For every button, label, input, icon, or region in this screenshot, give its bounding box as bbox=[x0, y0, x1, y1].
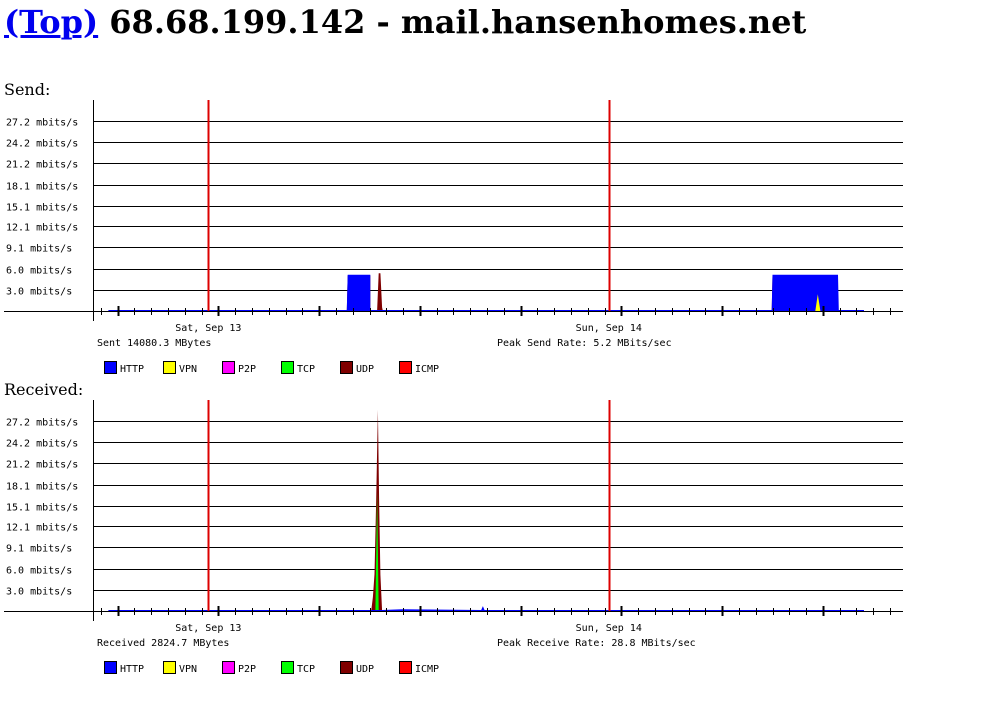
legend-swatch-vpn bbox=[163, 361, 176, 374]
legend-swatch-udp bbox=[340, 661, 353, 674]
legend-label-http: HTTP bbox=[120, 664, 144, 675]
series-udp-area bbox=[346, 273, 838, 311]
legend-swatch-icmp bbox=[399, 361, 412, 374]
y-tick-label: 18.1 mbits/s bbox=[6, 482, 78, 493]
legend-swatch-vpn bbox=[163, 661, 176, 674]
legend-label-tcp: TCP bbox=[297, 364, 315, 375]
legend-label-vpn: VPN bbox=[179, 664, 197, 675]
host-title: 68.68.199.142 - mail.hansenhomes.net bbox=[109, 3, 807, 41]
y-tick-label: 9.1 mbits/s bbox=[6, 244, 72, 255]
y-tick-label: 15.1 mbits/s bbox=[6, 503, 78, 514]
legend-label-udp: UDP bbox=[356, 664, 374, 675]
series-tcp-area bbox=[375, 492, 379, 611]
y-tick-label: 12.1 mbits/s bbox=[6, 523, 78, 534]
legend-swatch-http bbox=[104, 661, 117, 674]
legend-swatch-icmp bbox=[399, 661, 412, 674]
page-heading: (Top) 68.68.199.142 - mail.hansenhomes.n… bbox=[4, 2, 806, 42]
series-http-area bbox=[108, 274, 864, 311]
total-bytes-text: Sent 14080.3 MBytes bbox=[97, 338, 211, 349]
peak-rate-text: Peak Receive Rate: 28.8 MBits/sec bbox=[497, 638, 696, 649]
y-tick-label: 6.0 mbits/s bbox=[6, 266, 72, 277]
x-day-label: Sun, Sep 14 bbox=[576, 323, 642, 334]
legend-label-vpn: VPN bbox=[179, 364, 197, 375]
y-tick-label: 27.2 mbits/s bbox=[6, 418, 78, 429]
legend-label-icmp: ICMP bbox=[415, 664, 439, 675]
y-tick-label: 3.0 mbits/s bbox=[6, 587, 72, 598]
x-day-label: Sat, Sep 13 bbox=[175, 323, 241, 334]
series-http-area bbox=[108, 606, 864, 611]
legend-label-p2p: P2P bbox=[238, 364, 256, 375]
top-link[interactable]: (Top) bbox=[4, 3, 99, 41]
x-day-label: Sat, Sep 13 bbox=[175, 623, 241, 634]
total-bytes-text: Received 2824.7 MBytes bbox=[97, 638, 229, 649]
legend-swatch-http bbox=[104, 361, 117, 374]
legend-swatch-udp bbox=[340, 361, 353, 374]
y-tick-label: 24.2 mbits/s bbox=[6, 139, 78, 150]
legend-swatch-p2p bbox=[222, 361, 235, 374]
y-tick-label: 12.1 mbits/s bbox=[6, 223, 78, 234]
y-tick-label: 21.2 mbits/s bbox=[6, 160, 78, 171]
legend-swatch-p2p bbox=[222, 661, 235, 674]
legend-label-tcp: TCP bbox=[297, 664, 315, 675]
legend-swatch-tcp bbox=[281, 361, 294, 374]
legend-label-p2p: P2P bbox=[238, 664, 256, 675]
series-udp-area bbox=[371, 409, 383, 611]
legend-label-http: HTTP bbox=[120, 364, 144, 375]
send-graph: 27.2 mbits/s 24.2 mbits/s 21.2 mbits/s 18.1… bbox=[4, 100, 903, 375]
y-tick-label: 15.1 mbits/s bbox=[6, 203, 78, 214]
legend-label-icmp: ICMP bbox=[415, 364, 439, 375]
received-section-label: Received: bbox=[4, 380, 84, 399]
y-tick-label: 21.2 mbits/s bbox=[6, 460, 78, 471]
y-tick-label: 9.1 mbits/s bbox=[6, 544, 72, 555]
peak-rate-text: Peak Send Rate: 5.2 MBits/sec bbox=[497, 338, 672, 349]
legend-swatch-tcp bbox=[281, 661, 294, 674]
legend-label-udp: UDP bbox=[356, 364, 374, 375]
received-graph: 27.2 mbits/s 24.2 mbits/s 21.2 mbits/s 18.1… bbox=[4, 400, 903, 675]
y-tick-label: 27.2 mbits/s bbox=[6, 118, 78, 129]
series-vpn-area bbox=[815, 294, 821, 311]
y-tick-label: 3.0 mbits/s bbox=[6, 287, 72, 298]
y-tick-label: 6.0 mbits/s bbox=[6, 566, 72, 577]
send-section-label: Send: bbox=[4, 80, 51, 99]
x-day-label: Sun, Sep 14 bbox=[576, 623, 642, 634]
y-tick-label: 18.1 mbits/s bbox=[6, 182, 78, 193]
y-tick-label: 24.2 mbits/s bbox=[6, 439, 78, 450]
